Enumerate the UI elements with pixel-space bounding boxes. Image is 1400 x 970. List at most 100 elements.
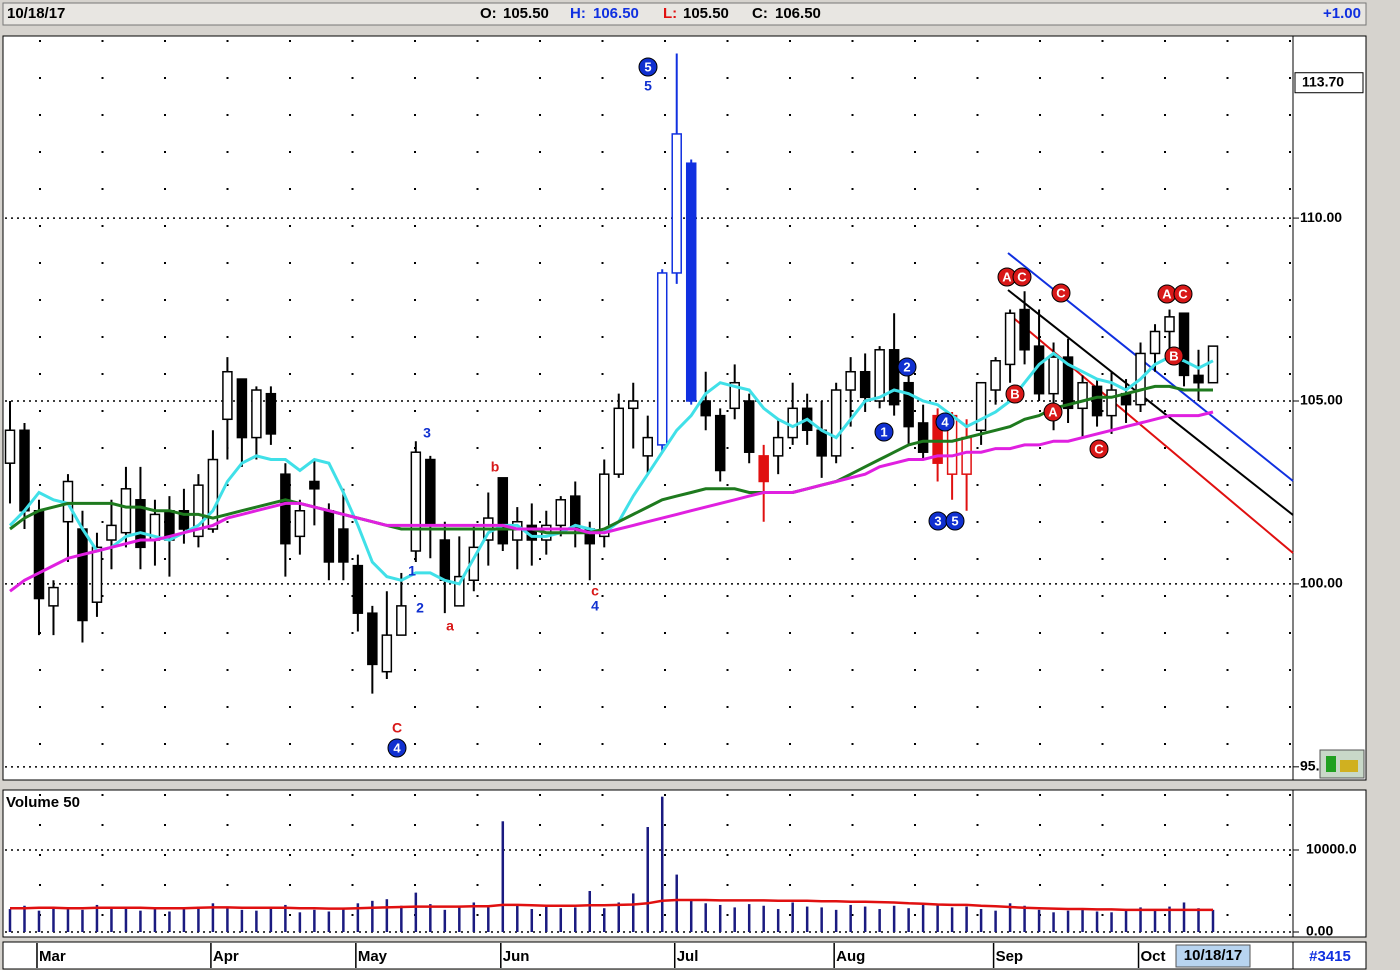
wave-marker — [638, 57, 658, 77]
wave-label: A — [1048, 404, 1058, 419]
icon-part — [1340, 760, 1358, 772]
close-value: 106.50 — [775, 5, 821, 22]
volume-bar — [487, 907, 490, 932]
candle-body — [961, 436, 972, 475]
candle-body — [367, 612, 378, 666]
candle-body — [251, 389, 262, 439]
volume-bar — [81, 909, 84, 932]
volume-bar — [1139, 907, 1142, 932]
volume-axis-panel — [1292, 789, 1367, 938]
x-tick-label: Aug — [836, 948, 865, 965]
moving-average — [9, 410, 1214, 593]
close-label: C: — [752, 5, 768, 22]
candle-body — [903, 381, 914, 428]
wave-label: a — [446, 618, 454, 634]
candle-body — [207, 458, 219, 530]
candle-body — [932, 414, 943, 464]
volume-bar — [1066, 910, 1070, 932]
candle-body — [323, 509, 335, 563]
volume-bar — [472, 902, 476, 932]
volume-bar — [907, 908, 910, 932]
x-tick-label: Mar — [39, 948, 66, 965]
low-value: 105.50 — [683, 5, 729, 22]
volume-bar — [226, 907, 229, 932]
candle-body — [439, 539, 451, 582]
candle-body — [888, 349, 900, 406]
wave-marker — [945, 511, 965, 531]
volume-bar — [1110, 912, 1113, 932]
y-tick-label: 10000.0 — [1306, 841, 1357, 857]
volume-bar — [834, 909, 838, 932]
volume-bar — [371, 900, 374, 932]
candle-body — [1178, 312, 1190, 377]
wave-marker — [935, 412, 955, 432]
volume-bar — [936, 904, 939, 932]
wave-marker — [1173, 284, 1193, 304]
header-field — [2, 2, 1367, 26]
volume-bar — [747, 904, 751, 932]
y-tick-label: 100.00 — [1300, 575, 1343, 591]
x-tick-label: Apr — [213, 948, 239, 965]
volume-bar — [400, 905, 403, 932]
volume-bar — [965, 906, 968, 932]
open-value: 105.50 — [503, 5, 549, 22]
volume-bar — [1008, 903, 1012, 932]
wave-label: C — [1017, 269, 1027, 284]
candle-body — [222, 370, 233, 421]
header-date: 10/18/17 — [7, 5, 65, 22]
wave-label: 4 — [393, 740, 401, 755]
candle-body — [1048, 356, 1059, 395]
volume-bar — [37, 910, 41, 932]
volume-bar — [574, 907, 577, 932]
candle-body — [729, 381, 740, 410]
candle-body — [381, 634, 393, 673]
volume-bar — [168, 911, 171, 932]
footer-date: 10/18/17 — [1184, 947, 1242, 964]
candle-body — [48, 586, 59, 607]
candle-body — [425, 458, 436, 527]
candle-body — [816, 429, 827, 457]
volume-bar — [994, 910, 997, 932]
volume-bar — [646, 827, 649, 932]
candle-body — [91, 546, 103, 603]
volume-bar — [298, 912, 302, 932]
wave-marker — [1051, 283, 1071, 303]
trendline — [1007, 289, 1294, 516]
volume-bar — [153, 908, 157, 932]
volume-bar — [443, 909, 447, 932]
candle-body — [1106, 389, 1117, 417]
candle-body — [4, 429, 16, 464]
volume-title: Volume 50 — [6, 794, 80, 811]
volume-bar — [849, 904, 852, 932]
wave-label: C — [1056, 285, 1066, 300]
volume-bar — [689, 899, 693, 932]
volume-bar — [805, 906, 809, 932]
candle-body — [410, 451, 422, 552]
candle-body — [454, 575, 465, 607]
wave-marker — [897, 357, 917, 377]
price-axis-panel — [1292, 35, 1367, 781]
candle-body — [19, 429, 30, 512]
open-label: O: — [480, 5, 497, 22]
volume-bar — [1182, 902, 1186, 932]
candle-body — [1062, 356, 1074, 410]
volume-bar — [733, 907, 736, 932]
wave-label: c — [591, 583, 599, 599]
volume-bar — [66, 908, 70, 932]
volume-bar — [1168, 906, 1171, 932]
icon-part — [1326, 756, 1336, 772]
candle-body — [1019, 308, 1030, 351]
volume-bar — [617, 902, 620, 932]
candle-body — [990, 360, 1001, 391]
candle-body — [33, 509, 45, 600]
volume-bar — [327, 911, 331, 932]
low-label: L: — [663, 5, 677, 22]
volume-bar — [501, 821, 505, 932]
volume-bar — [559, 908, 563, 932]
volume-bar — [1197, 908, 1200, 932]
volume-bar — [863, 906, 867, 932]
wave-marker — [1164, 346, 1184, 366]
wave-marker — [1012, 267, 1032, 287]
volume-bar — [23, 905, 26, 932]
volume-bar — [284, 904, 287, 932]
